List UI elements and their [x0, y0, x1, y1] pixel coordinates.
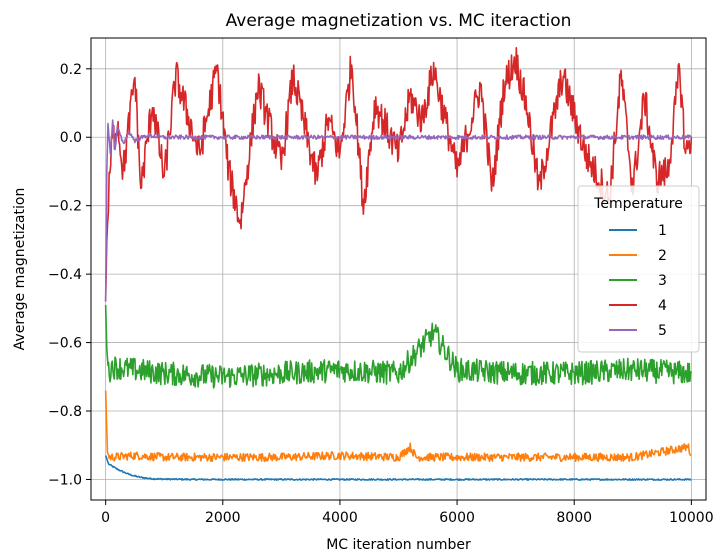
- y-axis-ticks: −1.0 −0.8 −0.6 −0.4 −0.2 0.0 0.2: [48, 62, 91, 488]
- y-tick-label: −1.0: [48, 472, 82, 488]
- plot-frame: [90, 37, 707, 501]
- y-tick-label: −0.2: [48, 199, 82, 215]
- series-line-4: [104, 46, 693, 302]
- y-tick-label: 0.2: [60, 62, 82, 78]
- chart-title: Average magnetization vs. MC iteraction: [226, 11, 572, 31]
- legend-label-2: 2: [658, 248, 667, 264]
- x-axis-ticks: 0 2000 4000 6000 8000 10000: [101, 500, 714, 526]
- x-tick-label: 2000: [205, 510, 241, 526]
- x-tick-label: 8000: [556, 510, 592, 526]
- series-line-2: [104, 390, 692, 463]
- legend-box: [577, 185, 700, 353]
- y-tick-label: −0.6: [48, 336, 82, 352]
- x-tick-label: 10000: [669, 510, 714, 526]
- legend-label-1: 1: [658, 223, 667, 239]
- series-lines: [104, 46, 693, 481]
- series-line-1: [104, 455, 692, 481]
- x-tick-label: 0: [101, 510, 110, 526]
- y-tick-label: 0.0: [60, 130, 82, 146]
- x-axis-label: MC iteration number: [326, 537, 471, 553]
- x-tick-label: 4000: [322, 510, 358, 526]
- legend-label-5: 5: [658, 323, 667, 339]
- series-line-3: [104, 304, 693, 389]
- y-tick-label: −0.8: [48, 404, 82, 420]
- legend-label-4: 4: [658, 298, 667, 314]
- legend-title: Temperature: [593, 196, 683, 212]
- y-tick-label: −0.4: [48, 267, 82, 283]
- legend-label-3: 3: [658, 273, 667, 289]
- x-tick-label: 6000: [439, 510, 475, 526]
- legend: Temperature 1 2 3 4 5: [577, 185, 700, 353]
- series-line-5: [104, 119, 693, 302]
- y-axis-label: Average magnetization: [12, 188, 28, 351]
